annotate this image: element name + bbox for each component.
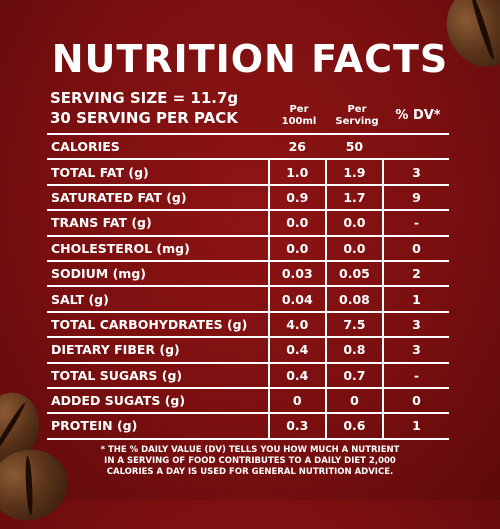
page-title: NUTRITION FACTS bbox=[51, 37, 449, 81]
value-daily-value: 3 bbox=[382, 338, 449, 362]
value-per-100ml: 0.9 bbox=[267, 185, 325, 210]
value-daily-value: 2 bbox=[382, 261, 449, 286]
value-daily-value: 3 bbox=[382, 160, 449, 184]
column-header-per-serving: Per Serving bbox=[329, 104, 385, 128]
coffee-bean-image bbox=[0, 441, 76, 529]
nutrition-table: CALORIES 26 50 TOTAL FAT (g) 1.0 1.9 3 SATURATE… bbox=[47, 133, 449, 440]
column-header-dv: % DV* bbox=[395, 108, 441, 123]
nutrient-name: PROTEIN (g) bbox=[51, 418, 138, 434]
value-per-100ml: 0.04 bbox=[267, 287, 325, 311]
value-per-100ml: 0 bbox=[267, 388, 325, 413]
table-row: ADDED SUGATS (g) 0 0 0 bbox=[47, 388, 449, 415]
nutrient-name: ADDED SUGATS (g) bbox=[51, 393, 186, 409]
value-daily-value: 0 bbox=[382, 388, 449, 413]
serving-size: SERVING SIZE = 11.7g bbox=[50, 89, 239, 107]
table-row: CALORIES 26 50 bbox=[47, 135, 449, 161]
value-per-serving: 1.9 bbox=[324, 160, 382, 184]
value-daily-value: 1 bbox=[382, 414, 449, 438]
value-per-serving: 0.6 bbox=[324, 414, 382, 438]
value-daily-value: 1 bbox=[382, 287, 449, 311]
table-row: TRANS FAT (g) 0.0 0.0- bbox=[47, 211, 449, 237]
table-row: SODIUM (mg) 0.03 0.05 2 bbox=[47, 261, 449, 288]
table-row: CHOLESTEROL (mg) 0.0 0.0 0 bbox=[47, 236, 449, 262]
column-header-per-100ml: Per 100ml bbox=[271, 104, 327, 128]
value-daily-value: 3 bbox=[382, 312, 449, 337]
value-per-100ml: 26 bbox=[288, 139, 306, 155]
value-per-serving: 0.0 bbox=[324, 211, 382, 235]
table-row: DIETARY FIBER (g) 0.4 0.8 3 bbox=[47, 338, 449, 364]
nutrient-name: CALORIES bbox=[51, 139, 120, 155]
value-per-100ml: 0.03 bbox=[267, 261, 325, 286]
nutrient-name: DIETARY FIBER (g) bbox=[51, 342, 180, 358]
value-per-serving: 0.8 bbox=[324, 338, 382, 362]
nutrient-name: TRANS FAT (g) bbox=[51, 215, 152, 231]
value-per-100ml: 4.0 bbox=[267, 312, 325, 337]
nutrient-name: TOTAL FAT (g) bbox=[51, 164, 149, 180]
table-row: TOTAL CARBOHYDRATES (g) 4.0 7.5 3 bbox=[47, 312, 449, 339]
column-header-line: 100ml bbox=[281, 116, 317, 127]
value-daily-value: - bbox=[382, 211, 449, 235]
value-daily-value: 0 bbox=[382, 236, 449, 260]
nutrient-name: CHOLESTEROL (mg) bbox=[51, 240, 190, 256]
footnote-line: IN A SERVING OF FOOD CONTRIBUTES TO A DA… bbox=[104, 456, 396, 466]
value-per-serving: 1.7 bbox=[324, 185, 382, 210]
column-header-line: Per bbox=[289, 104, 309, 115]
nutrient-name: SALT (g) bbox=[51, 291, 109, 307]
footnote-line: CALORIES A DAY IS USED FOR GENERAL NUTRI… bbox=[106, 467, 394, 477]
value-per-100ml: 0.3 bbox=[267, 414, 325, 438]
value-per-100ml: 0.4 bbox=[267, 363, 325, 387]
value-per-serving: 50 bbox=[345, 139, 364, 155]
table-row: TOTAL FAT (g) 1.0 1.9 3 bbox=[47, 160, 449, 186]
table-row: PROTEIN (g) 0.3 0.6 1 bbox=[47, 414, 449, 440]
column-header-line: Serving bbox=[335, 116, 379, 127]
footnote: * THE % DAILY VALUE (DV) TELLS YOU HOW M… bbox=[70, 445, 430, 478]
nutrient-name: SATURATED FAT (g) bbox=[51, 189, 187, 205]
footnote-line: * THE % DAILY VALUE (DV) TELLS YOU HOW M… bbox=[100, 445, 400, 455]
table-row: TOTAL SUGARS (g) 0.4 0.7- bbox=[47, 363, 449, 389]
value-per-serving: 0.05 bbox=[324, 261, 382, 286]
nutrient-name: TOTAL SUGARS (g) bbox=[51, 367, 183, 383]
nutrient-name: SODIUM (mg) bbox=[51, 266, 146, 282]
value-per-serving: 0.7 bbox=[324, 363, 382, 387]
value-daily-value: - bbox=[382, 363, 449, 387]
table-row: SALT (g) 0.04 0.08 1 bbox=[47, 287, 449, 313]
value-per-serving: 0 bbox=[324, 388, 382, 413]
table-row: SATURATED FAT (g) 0.9 1.7 9 bbox=[47, 185, 449, 212]
value-daily-value bbox=[382, 135, 449, 158]
value-per-serving: 7.5 bbox=[324, 312, 382, 337]
value-per-100ml: 0.0 bbox=[267, 236, 325, 260]
value-per-serving: 0.0 bbox=[324, 236, 382, 260]
nutrient-name: TOTAL CARBOHYDRATES (g) bbox=[51, 316, 248, 332]
value-per-100ml: 0.4 bbox=[267, 338, 325, 362]
serving-info: SERVING SIZE = 11.7g 30 SERVING PER PACK bbox=[50, 88, 238, 128]
value-per-100ml: 1.0 bbox=[267, 160, 325, 184]
value-per-100ml: 0.0 bbox=[267, 211, 325, 235]
servings-per-pack: 30 SERVING PER PACK bbox=[50, 109, 238, 127]
value-per-serving: 0.08 bbox=[324, 287, 382, 311]
column-header-line: Per bbox=[347, 104, 367, 115]
value-daily-value: 9 bbox=[382, 185, 449, 210]
